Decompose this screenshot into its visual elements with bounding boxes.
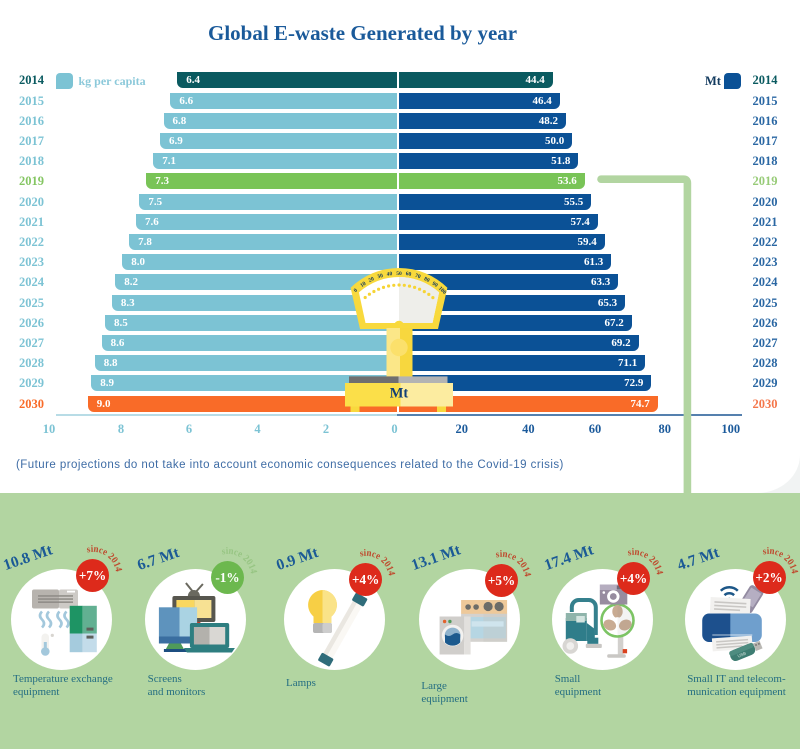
svg-text:USB: USB	[736, 651, 746, 659]
svg-text:80: 80	[423, 276, 431, 284]
svg-text:40: 40	[386, 271, 393, 278]
svg-text:10: 10	[359, 281, 367, 289]
svg-text:30: 30	[377, 273, 384, 280]
svg-text:Mt: Mt	[390, 386, 409, 402]
svg-text:50: 50	[396, 271, 402, 277]
svg-text:60: 60	[405, 271, 412, 278]
svg-text:70: 70	[414, 273, 421, 280]
svg-text:100: 100	[437, 286, 447, 296]
svg-text:0: 0	[353, 287, 359, 293]
svg-text:90: 90	[431, 281, 439, 289]
svg-text:20: 20	[368, 276, 376, 284]
